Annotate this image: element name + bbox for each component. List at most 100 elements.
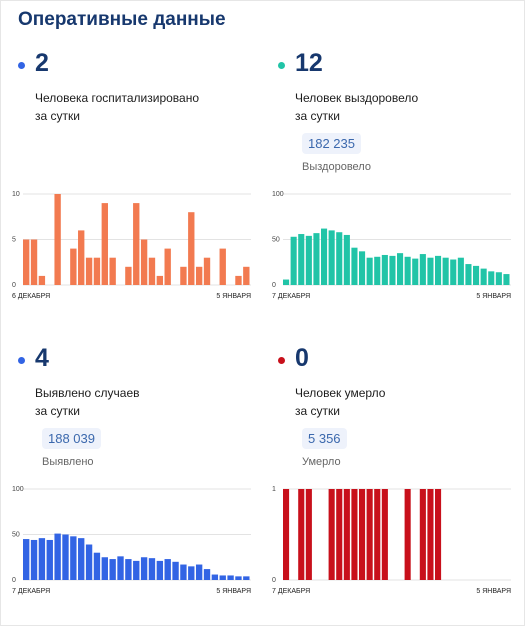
daily-number: 4 [35,344,49,372]
bar [85,544,93,580]
bar [435,255,442,285]
bullet-icon [278,357,285,364]
bar [343,489,350,580]
x-end-label: 5 ЯНВАРЯ [216,293,251,300]
bar [321,228,328,285]
total-badge: 188 039 [42,428,101,449]
bar [227,575,234,580]
bar [109,257,116,285]
y-tick-label: 10 [12,191,20,198]
bar [148,558,156,580]
bar [156,275,164,285]
bar [164,248,171,285]
x-start-label: 7 ДЕКАБРЯ [12,588,50,595]
bar [412,258,419,285]
bar [366,257,373,285]
y-tick-label: 0 [12,282,16,289]
bar [488,271,495,285]
y-tick-label: 100 [272,191,284,198]
bar [290,236,297,285]
bar [101,557,108,580]
x-end-label: 5 ЯНВАРЯ [476,293,511,300]
bar [243,576,250,580]
daily-number: 0 [295,344,309,372]
bar [70,248,77,285]
bar [419,254,426,285]
bar [180,266,187,285]
bar [427,489,434,580]
bar [46,539,53,580]
bar [30,539,38,580]
bar [298,234,305,285]
bar [381,254,388,285]
bar [336,489,343,580]
y-tick-label: 50 [272,237,280,244]
bar [359,251,366,285]
x-end-label: 5 ЯНВАРЯ [216,588,251,595]
bar [328,489,335,580]
bar [125,266,132,285]
total-badge: 5 356 [302,428,347,449]
y-tick-label: 50 [12,532,20,539]
chart-detected: 0 50 100 7 ДЕКАБРЯ 5 ЯНВАРЯ [12,486,251,595]
bar [38,275,46,285]
bar [465,264,472,285]
panel-recovered: 12 Человек выздоровело за сутки 182 235 … [272,0,523,300]
bar [243,266,250,285]
metric-label: Человек выздоровело [295,91,419,105]
bar [125,559,132,580]
metric-period: за сутки [295,404,340,418]
y-tick-label: 0 [12,577,16,584]
metric-label: Выявлено случаев [35,386,140,400]
y-tick-label: 0 [272,577,276,584]
bar [203,257,211,285]
metric-label: Человека госпитализировано [35,91,200,105]
bar [203,569,211,580]
bar [156,560,164,580]
chart-deaths: 0 1 7 ДЕКАБРЯ 5 ЯНВАРЯ [272,486,511,595]
bar [457,257,464,285]
bar [219,575,226,580]
y-tick-label: 5 [12,237,16,244]
x-start-label: 6 ДЕКАБРЯ [12,293,50,300]
bar [313,233,320,285]
bar [188,566,195,580]
bar [351,489,358,580]
bar [305,235,312,285]
bar [343,234,350,285]
bar [101,203,108,285]
total-label: Умерло [302,456,341,468]
bar [374,489,381,580]
bar [180,564,187,580]
bullet-icon [278,62,285,69]
bar [195,564,203,580]
bar [235,576,242,580]
bar [78,538,85,580]
bar [133,203,140,285]
bar [235,275,242,285]
bar [211,574,219,580]
bar [140,239,148,285]
bar [351,247,358,285]
metric-period: за сутки [295,109,340,123]
bar [298,489,305,580]
bar [442,257,449,285]
bar [30,239,38,285]
bar [219,248,226,285]
bar [54,194,61,285]
bar [495,272,502,285]
bar [374,256,381,285]
bar [305,489,312,580]
total-label: Выздоровело [302,161,371,173]
x-start-label: 7 ДЕКАБРЯ [272,588,310,595]
x-end-label: 5 ЯНВАРЯ [476,588,511,595]
y-tick-label: 0 [272,282,276,289]
bar [283,279,290,285]
bar [133,560,140,580]
bar [109,559,116,580]
bar [336,232,343,285]
bar [38,538,46,580]
metric-period: за сутки [35,404,80,418]
bar [473,265,480,285]
metric-period: за сутки [35,109,80,123]
